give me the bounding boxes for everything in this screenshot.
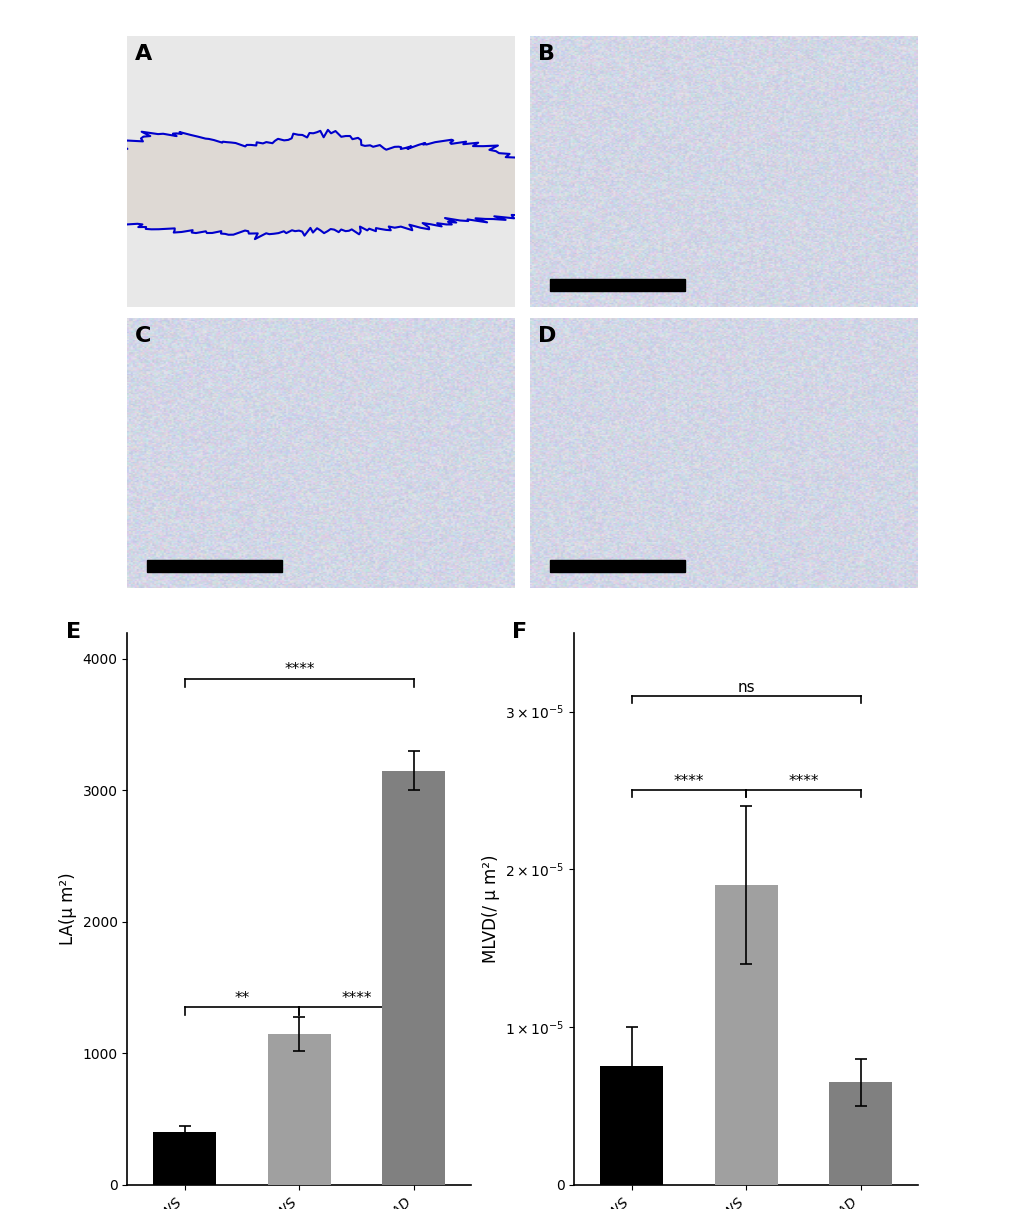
- Text: ns: ns: [737, 679, 754, 694]
- Text: ****: ****: [284, 663, 314, 677]
- Bar: [599, 1066, 662, 1185]
- Bar: [147, 560, 282, 572]
- Bar: [549, 560, 685, 572]
- Bar: [828, 1082, 892, 1185]
- Polygon shape: [78, 129, 610, 239]
- Text: D: D: [538, 326, 556, 346]
- Text: A: A: [136, 45, 153, 64]
- Bar: [268, 1034, 330, 1185]
- Bar: [153, 1133, 216, 1185]
- Y-axis label: LA(μ m²): LA(μ m²): [59, 873, 77, 945]
- Text: B: B: [538, 45, 554, 64]
- Bar: [549, 278, 685, 290]
- Y-axis label: MLVD(/ μ m²): MLVD(/ μ m²): [481, 855, 499, 964]
- Text: F: F: [512, 621, 527, 642]
- Text: ****: ****: [341, 991, 372, 1006]
- Bar: [714, 885, 776, 1185]
- Text: **: **: [234, 991, 250, 1006]
- Text: ****: ****: [788, 774, 818, 789]
- Text: C: C: [136, 326, 152, 346]
- Text: E: E: [65, 621, 81, 642]
- Bar: [382, 770, 445, 1185]
- Text: ****: ****: [673, 774, 703, 789]
